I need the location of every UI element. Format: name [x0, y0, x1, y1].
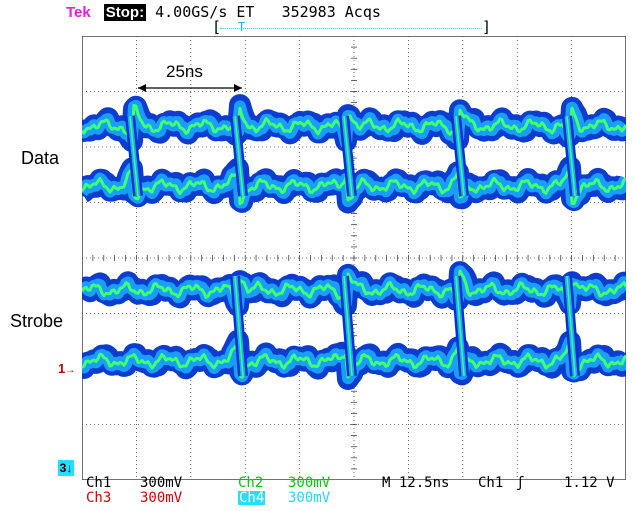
strobe-label: Strobe [10, 311, 64, 331]
ch1-scale: 300mV [140, 475, 183, 491]
data-transition [455, 115, 465, 197]
record-position-bar: [ T ] [212, 18, 491, 36]
sample-rate: 4.00GS/s ET [155, 3, 255, 21]
acquisition-count: 352983 Acqs [281, 3, 381, 21]
ch4-scale: 300mV [288, 490, 331, 506]
strobe-transition [455, 275, 465, 377]
acquisition-state: Stop: [103, 4, 147, 21]
ch3-name: Ch3 [86, 490, 112, 506]
strobe-transition [343, 275, 353, 377]
strobe-transition [234, 275, 244, 377]
ch2-scale: 300mV [288, 475, 331, 491]
brand-label: Tek [66, 4, 91, 21]
strobe-transition [566, 275, 576, 377]
down-arrow-icon: ↓ [66, 461, 73, 475]
data-transition [234, 115, 244, 197]
trigger-slope-icon: ʃ [516, 475, 525, 491]
data-high-band-layer [82, 103, 626, 146]
data-transition [566, 115, 576, 197]
trigger-position-marker: T [238, 20, 246, 34]
status-header: Tek Stop: 4.00GS/s ET 352983 Acqs [66, 2, 381, 22]
record-line [220, 28, 482, 29]
channel-readout: Ch1 300mV Ch2 300mV M 12.5ns Ch1 ʃ 1.12 … [84, 476, 624, 506]
ch3-ground-marker: 3↓ [58, 460, 74, 476]
time-span-label: 25ns [166, 62, 203, 81]
trigger-level: 1.12 V [564, 475, 615, 491]
record-left-bracket: [ [212, 18, 222, 36]
ch1-name: Ch1 [86, 475, 112, 491]
waveform-traces [82, 94, 626, 390]
time-span-annotation: 25ns [138, 62, 242, 92]
graticule [82, 36, 626, 480]
waveform-display: 25ns [82, 36, 626, 480]
data-transition [343, 115, 353, 197]
trigger-source: Ch1 [478, 475, 504, 491]
strobe-high-band-layer [82, 269, 626, 310]
data-label: Data [21, 148, 60, 168]
record-right-bracket: ] [482, 18, 492, 36]
data-transition [129, 115, 139, 197]
ch2-name: Ch2 [238, 475, 264, 491]
ch4-name: Ch4 [238, 490, 266, 506]
timebase: M 12.5ns [382, 475, 450, 491]
ch1-ground-marker: 1→ [58, 361, 76, 376]
right-arrow-icon: → [65, 365, 76, 376]
ch3-scale: 300mV [140, 490, 183, 506]
